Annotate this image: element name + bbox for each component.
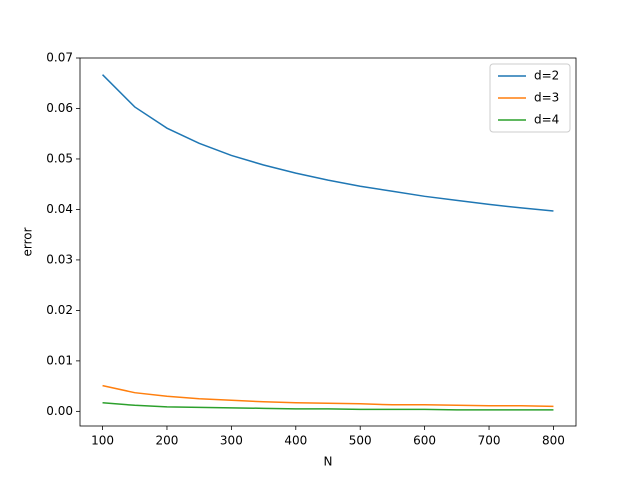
y-tick-label: 0.03 xyxy=(46,252,73,266)
x-tick-label: 700 xyxy=(478,434,501,448)
x-tick-label: 400 xyxy=(284,434,307,448)
y-tick-label: 0.04 xyxy=(46,202,73,216)
x-tick-label: 600 xyxy=(413,434,436,448)
plot-frame xyxy=(79,57,577,427)
x-tick-label: 500 xyxy=(349,434,372,448)
x-tick-label: 200 xyxy=(156,434,179,448)
legend-label: d=2 xyxy=(534,69,559,83)
line-series xyxy=(102,384,554,408)
legend-box xyxy=(489,63,571,133)
y-tick-label: 0.06 xyxy=(46,101,73,115)
x-tick-label: 100 xyxy=(91,434,114,448)
x-axis-label: N xyxy=(324,455,333,469)
y-tick-label: 0.02 xyxy=(46,303,73,317)
y-tick-label: 0.07 xyxy=(46,51,73,65)
y-tick-label: 0.00 xyxy=(46,404,73,418)
line-series xyxy=(102,402,554,411)
line-series xyxy=(102,74,554,212)
y-tick-label: 0.01 xyxy=(46,353,73,367)
legend-label: d=4 xyxy=(534,113,559,127)
x-tick-label: 800 xyxy=(542,434,565,448)
legend-label: d=3 xyxy=(534,91,559,105)
y-tick-label: 0.05 xyxy=(46,151,73,165)
x-tick-label: 300 xyxy=(220,434,243,448)
y-axis-label: error xyxy=(21,227,35,256)
